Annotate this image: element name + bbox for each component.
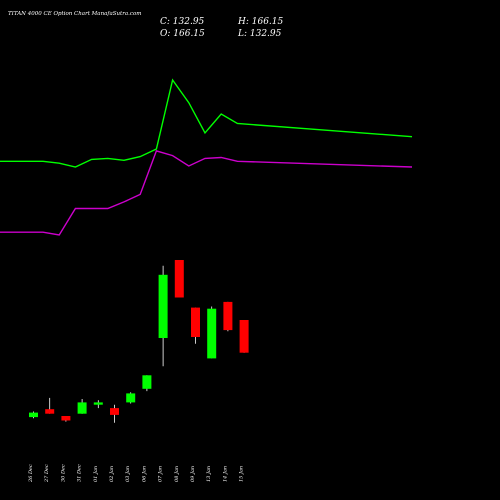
x-tick-label: 26 Dec bbox=[28, 464, 34, 483]
candle-body-up bbox=[207, 308, 217, 359]
x-tick-label: 31 Dec bbox=[77, 464, 83, 482]
candle-body-up bbox=[142, 375, 152, 389]
candle-body-up bbox=[77, 402, 87, 414]
low-value: L: 132.95 bbox=[237, 29, 282, 39]
candle-body-down bbox=[61, 416, 71, 421]
x-tick-label: 09 Jan bbox=[190, 466, 196, 482]
lower-band-line bbox=[0, 150, 413, 236]
open-value: O: 166.15 bbox=[160, 29, 205, 39]
x-tick-label: 01 Jan bbox=[93, 466, 99, 482]
x-axis-labels: 26 Dec 27 Dec 30 Dec 31 Dec 01 Jan 02 Jan 03 J… bbox=[28, 464, 245, 483]
candle bbox=[93, 400, 103, 409]
candle bbox=[142, 375, 152, 392]
candles-group bbox=[29, 260, 249, 423]
candle bbox=[126, 392, 136, 404]
x-tick-label: 06 Jan bbox=[141, 466, 147, 482]
candle-body-up bbox=[93, 402, 103, 405]
candle bbox=[158, 265, 168, 367]
candle-body-up bbox=[29, 412, 38, 418]
close-value: C: 132.95 bbox=[160, 17, 205, 27]
x-tick-label: 14 Jan bbox=[222, 466, 228, 482]
x-tick-label: 27 Dec bbox=[44, 464, 50, 483]
candle-body-down bbox=[174, 260, 184, 298]
candle bbox=[61, 416, 71, 422]
candle-body-up bbox=[158, 274, 168, 338]
candle-body-down bbox=[45, 409, 55, 414]
upper-band-line bbox=[0, 78, 413, 168]
candle bbox=[110, 404, 119, 423]
candle bbox=[191, 307, 200, 344]
x-tick-label: 13 Jan bbox=[206, 466, 212, 482]
candle-body-down bbox=[110, 408, 119, 415]
candle bbox=[174, 260, 184, 298]
candle-body-down bbox=[223, 301, 233, 331]
x-tick-label: 03 Jan bbox=[125, 466, 131, 482]
candle bbox=[223, 301, 233, 332]
candle-body-down bbox=[191, 307, 200, 337]
x-tick-label: 08 Jan bbox=[174, 466, 180, 482]
chart-title: TITAN 4000 CE Option Chart ManafaSutra.c… bbox=[8, 11, 142, 17]
candle bbox=[239, 320, 249, 353]
candle bbox=[29, 411, 38, 419]
high-value: H: 166.15 bbox=[237, 17, 284, 27]
candle bbox=[77, 399, 87, 414]
x-tick-label: 07 Jan bbox=[158, 466, 164, 482]
candle bbox=[207, 306, 217, 359]
candle-body-up bbox=[126, 393, 136, 403]
x-tick-label: 30 Dec bbox=[60, 464, 66, 482]
candle-body-down bbox=[239, 320, 249, 353]
candle bbox=[45, 397, 55, 414]
indicator-lines bbox=[0, 78, 413, 236]
x-tick-label: 15 Jan bbox=[239, 466, 245, 482]
x-tick-label: 02 Jan bbox=[109, 466, 115, 482]
